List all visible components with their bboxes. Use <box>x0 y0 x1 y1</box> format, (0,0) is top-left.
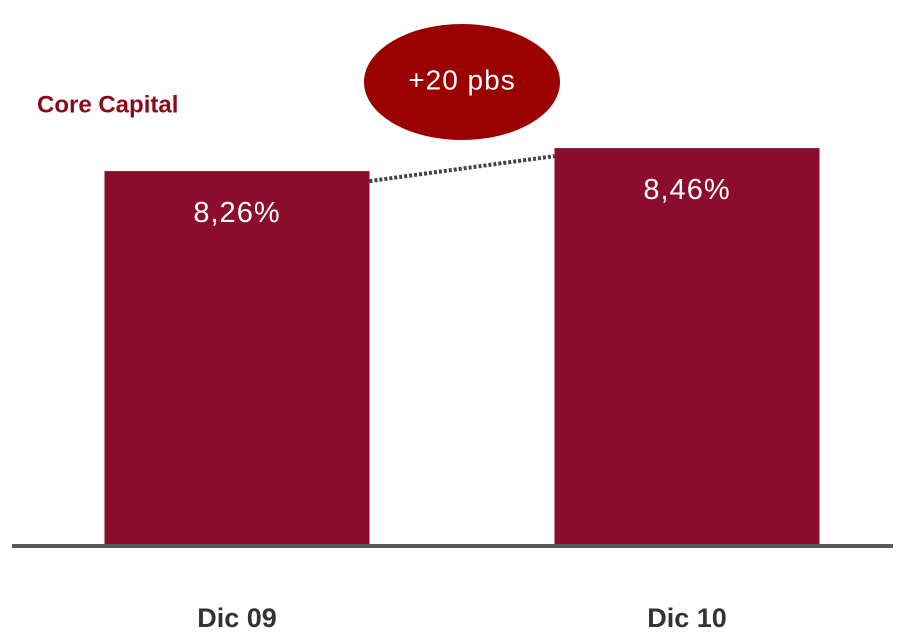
value-label: 8,26% <box>193 197 280 229</box>
connector <box>369 154 555 184</box>
annotation: +20 pbs <box>408 64 515 95</box>
annotation-bubble <box>364 24 560 140</box>
x-tick-label: Dic 09 <box>197 603 277 633</box>
value-label: 8,46% <box>643 174 730 206</box>
chart-title: Core Capital <box>37 91 178 118</box>
bar <box>104 171 370 546</box>
x-tick-label: Dic 10 <box>647 603 727 633</box>
bar <box>554 148 820 546</box>
